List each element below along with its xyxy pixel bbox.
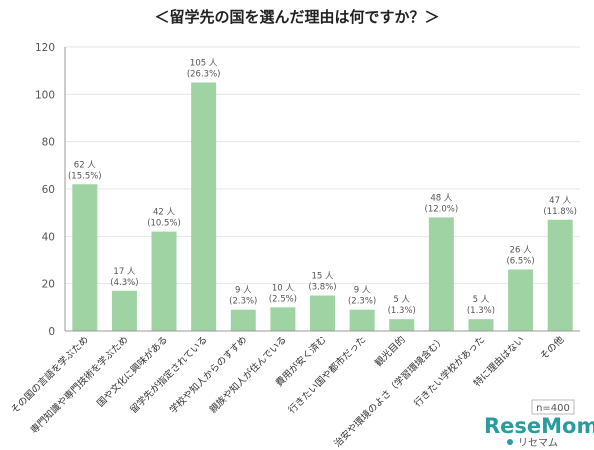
category-label: 行きたい学校があった (411, 334, 487, 410)
bar-percent-label: (3.8%) (308, 283, 336, 293)
category-labels: その国の言語を学ぶため専門知識や専門技術を学ぶため国や文化に興味がある留学先が指… (9, 333, 567, 449)
bar-percent-label: (12.0%) (425, 204, 459, 214)
bar-value-label: 17 人 (113, 267, 136, 277)
bar-percent-label: (10.5%) (147, 219, 181, 229)
watermark-dot-icon (507, 439, 513, 445)
bar-value-label: 10 人 (272, 283, 295, 293)
category-label: 学校や知人からのすすめ (167, 334, 249, 416)
bar-percent-label: (2.3%) (348, 297, 376, 307)
bar (111, 290, 137, 331)
bar (72, 184, 98, 331)
bar-value-label: 42 人 (153, 208, 176, 218)
bar-value-label: 15 人 (311, 272, 334, 282)
category-label: 親族や知人が住んでいる (207, 334, 289, 416)
y-tick-label: 60 (42, 184, 55, 196)
bar (191, 82, 217, 331)
bar (389, 319, 415, 331)
bar (349, 309, 375, 331)
category-label: 国や文化に興味がある (94, 334, 170, 410)
grid-lines (65, 46, 580, 285)
bars (72, 82, 573, 331)
bar-value-label: 48 人 (430, 193, 453, 203)
bar-value-label: 47 人 (549, 196, 572, 206)
bar-value-label: 62 人 (74, 160, 97, 170)
y-tick-label: 120 (35, 42, 55, 54)
data-labels: 62 人(15.5%) 17 人(4.3%) 42 人(10.5%) 105 人(26… (68, 59, 577, 317)
bar (508, 269, 534, 331)
bar-percent-label: (4.3%) (110, 278, 138, 288)
bar (151, 231, 177, 331)
bar (468, 319, 494, 331)
bar (230, 309, 256, 331)
category-label: その国の言語を学ぶため (9, 334, 91, 416)
bar-value-label: 26 人 (510, 245, 533, 255)
category-label: 観光目的 (372, 334, 407, 369)
sample-size-box: n=400 (531, 399, 575, 415)
y-tick-label: 20 (42, 279, 55, 291)
bar-percent-label: (2.5%) (269, 294, 297, 304)
bar-value-label: 105 人 (190, 59, 218, 69)
category-label: 留学先が指定されている (128, 334, 210, 416)
bar-percent-label: (2.3%) (229, 297, 257, 307)
bar (547, 219, 573, 331)
bar-percent-label: (15.5%) (68, 171, 102, 181)
bar-percent-label: (11.8%) (543, 207, 577, 217)
bar-value-label: 5 人 (393, 295, 410, 305)
chart-title: ＜留学先の国を選んだ理由は何ですか？＞ (154, 8, 439, 26)
axes (64, 47, 580, 332)
watermark-sub: リセマム (518, 437, 558, 449)
bar-percent-label: (1.3%) (388, 306, 416, 316)
bar-percent-label: (26.3%) (187, 70, 221, 80)
y-axis-ticks: 0 20 40 60 80 100 120 (35, 42, 55, 338)
y-tick-label: 0 (48, 326, 55, 338)
bar-percent-label: (1.3%) (467, 306, 495, 316)
category-label: 行きたい国や都市だった (286, 334, 368, 416)
watermark: ReseMom リセマム (484, 414, 594, 449)
bar (310, 295, 335, 331)
y-tick-label: 80 (42, 137, 55, 149)
bar-value-label: 5 人 (473, 295, 490, 305)
bar (270, 307, 296, 331)
y-tick-label: 100 (35, 89, 55, 101)
watermark-brand: ReseMom (484, 414, 594, 438)
y-tick-label: 40 (42, 231, 55, 243)
bar-value-label: 9 人 (354, 286, 371, 296)
bar-percent-label: (6.5%) (506, 256, 534, 266)
bar-value-label: 9 人 (235, 286, 252, 296)
bar (428, 217, 454, 331)
sample-size-label: n=400 (536, 403, 570, 414)
category-label: その他 (538, 333, 567, 362)
